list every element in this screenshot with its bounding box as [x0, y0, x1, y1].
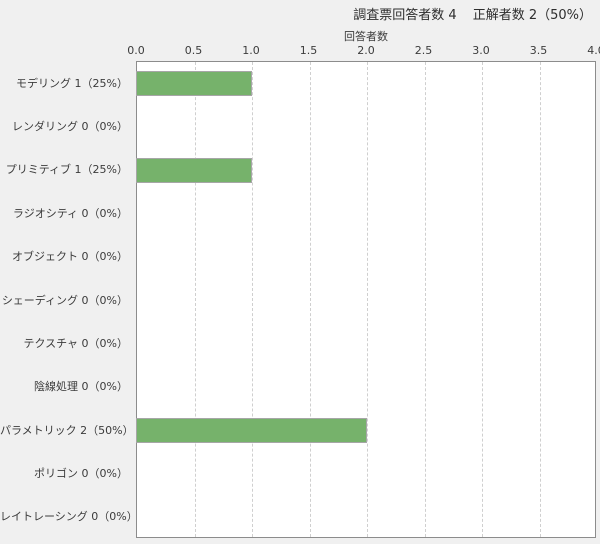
bar-row — [137, 288, 595, 313]
x-tick-label: 4.0 — [587, 44, 600, 57]
bar-row — [137, 375, 595, 400]
y-tick-label: ポリゴン 0（0%） — [34, 466, 128, 480]
bar-row — [137, 331, 595, 356]
x-tick-label: 0.0 — [127, 44, 145, 57]
x-tick-label: 1.5 — [299, 44, 318, 57]
x-tick-label: 2.5 — [414, 44, 433, 57]
y-tick-label: パラメトリック 2（50%） — [0, 423, 134, 437]
x-tick-label: 3.0 — [472, 44, 490, 57]
bar-row — [136, 418, 595, 444]
y-tick-label: オブジェクト 0（0%） — [12, 250, 128, 264]
x-tick-label: 0.5 — [184, 44, 203, 57]
bar-rows — [136, 62, 595, 537]
y-tick-label: ラジオシティ 0（0%） — [12, 206, 128, 220]
x-axis-tick-labels: 0.0 0.5 1.0 1.5 2.0 2.5 3.0 3.5 4.0 — [127, 44, 600, 58]
chart-header-summary: 調査票回答者数 4 正解者数 2（50%） — [353, 4, 592, 23]
x-tick-label: 1.0 — [242, 44, 260, 57]
respondent-count-label: 調査票回答者数 4 — [353, 8, 457, 23]
x-tick-label: 3.5 — [529, 44, 548, 57]
bar-row — [136, 157, 595, 183]
y-tick-label: 陰線処理 0（0%） — [34, 380, 128, 394]
y-tick-label: レンダリング 0（0%） — [12, 120, 128, 134]
x-axis-title: 回答者数 — [344, 30, 388, 43]
bar-row — [137, 461, 595, 486]
bar — [136, 157, 252, 183]
y-axis-tick-labels: モデリング 1（25%） レンダリング 0（0%） プリミティブ 1（25%） ラジオ… — [0, 61, 138, 538]
x-tick-label: 2.0 — [357, 44, 375, 57]
y-tick-label: テクスチャ 0（0%） — [23, 336, 128, 350]
y-tick-label: プリミティブ 1（25%） — [5, 163, 128, 177]
bar — [136, 418, 367, 444]
y-tick-label: レイトレーシング 0（0%） — [0, 510, 138, 524]
y-tick-label: モデリング 1（25%） — [16, 76, 128, 90]
bar-row — [137, 505, 595, 530]
bar-row — [137, 201, 595, 226]
bar — [136, 71, 252, 97]
y-tick-label: シェーディング 0（0%） — [1, 293, 128, 307]
bar-row — [136, 71, 595, 97]
bar-row — [137, 115, 595, 140]
correct-count-label: 正解者数 2（50%） — [472, 8, 592, 23]
bar-row — [137, 245, 595, 270]
plot-area — [136, 61, 596, 538]
